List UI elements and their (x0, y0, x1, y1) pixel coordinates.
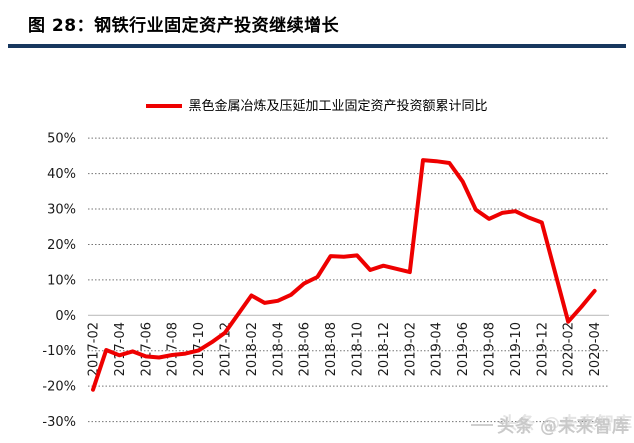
x-tick-label: 2018-02 (245, 322, 260, 376)
x-tick-label: 2020-04 (588, 322, 603, 376)
series-polyline (91, 158, 597, 392)
legend-line-marker-icon (146, 104, 183, 108)
x-tick-label: 2018-12 (377, 322, 392, 376)
y-tick-label: -20% (42, 380, 76, 395)
legend-series-label: 黑色金属冶炼及压延加工业固定资产投资额累计同比 (188, 98, 488, 114)
x-tick-label: 2018-04 (271, 322, 286, 376)
x-tick-label: 2018-08 (324, 322, 339, 376)
y-tick-label: -30% (42, 415, 76, 430)
y-tick-label: 0% (55, 309, 76, 324)
x-tick-label: 2017-06 (139, 322, 154, 376)
x-tick-label: 2018-06 (298, 322, 313, 376)
y-axis-labels: 50% 40% 30% 20% 10% 0% -10% -20% -30% (42, 132, 76, 430)
x-tick-label: 2017-08 (166, 322, 181, 376)
y-tick-label: -10% (42, 344, 76, 359)
y-tick-label: 10% (47, 273, 76, 288)
y-tick-label: 30% (47, 203, 76, 218)
series-line (91, 158, 597, 392)
x-axis-labels: 2017-02 2017-04 2017-06 2017-08 2017-10 2017-… (87, 322, 604, 376)
title-underline (8, 44, 626, 48)
x-tick-label: 2017-04 (113, 322, 128, 376)
x-tick-label: 2019-10 (509, 322, 524, 376)
y-tick-label: 20% (47, 238, 76, 253)
x-tick-label: 2019-04 (430, 322, 445, 376)
x-tick-label: 2019-08 (483, 322, 498, 376)
chart-title: 图 28：钢铁行业固定资产投资继续增长 (28, 16, 340, 36)
y-tick-label: 50% (47, 132, 76, 147)
x-tick-label: 2020-02 (562, 322, 577, 376)
watermark-dash-icon (471, 423, 494, 426)
x-tick-label: 2017-02 (87, 322, 102, 376)
x-tick-label: 2018-10 (351, 322, 366, 376)
x-tick-label: 2019-06 (456, 322, 471, 376)
x-tick-label: 2019-02 (403, 322, 418, 376)
x-tick-label: 2019-12 (535, 322, 550, 376)
watermark: 头条 @未来智库 (471, 412, 630, 437)
gridlines (88, 137, 609, 423)
y-tick-label: 40% (47, 167, 76, 182)
legend: 黑色金属冶炼及压延加工业固定资产投资额累计同比 (0, 98, 634, 114)
watermark-text: 头条 @未来智库 (497, 417, 630, 437)
